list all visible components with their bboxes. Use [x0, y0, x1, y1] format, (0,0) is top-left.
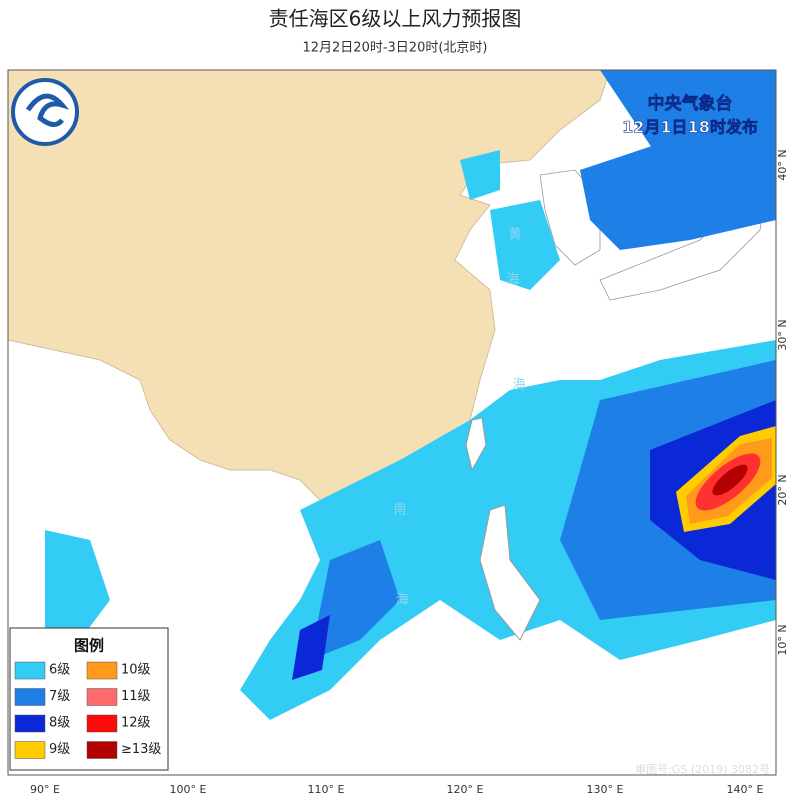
legend-swatch [86, 661, 118, 680]
sea-label: 海 [506, 273, 519, 288]
title: 责任海区6级以上风力预报图 [269, 7, 522, 31]
legend-label: 8级 [49, 716, 70, 731]
wind-7 [600, 70, 776, 180]
sea-label: 黄 [508, 228, 521, 243]
approval-number: 审图号:GS (2019) 3082号 [635, 762, 770, 776]
legend-label: 7级 [49, 689, 70, 704]
sea-label: 海 [512, 378, 525, 393]
longitude-label: 110° E [308, 783, 345, 796]
sea-label: 海 [395, 593, 408, 608]
land-taiwan [465, 417, 487, 472]
wind-6 [45, 530, 110, 640]
sea-label: 南 [393, 502, 406, 518]
wind-13 [712, 464, 748, 496]
legend-label: 6级 [49, 663, 70, 678]
legend-label: 9级 [49, 742, 70, 757]
latitude-label: 40° N [776, 149, 789, 180]
longitude-label: 140° E [727, 783, 764, 796]
issue-time: 12月1日18时发布 [622, 118, 758, 137]
latitude-label: 30° N [776, 319, 789, 350]
wind-6 [490, 200, 560, 290]
subtitle: 12月2日20时-3日20时(北京时) [302, 41, 487, 56]
longitude-label: 120° E [447, 783, 484, 796]
legend-swatch [86, 741, 118, 759]
wind-8 [292, 615, 330, 680]
legend-label: 11级 [121, 689, 151, 704]
longitude-label: 90° E [30, 783, 60, 796]
legend-swatch [14, 714, 46, 733]
legend-swatch [86, 714, 118, 733]
wind-7 [310, 540, 400, 660]
legend-label: 12级 [121, 716, 151, 731]
logo-mark [25, 93, 70, 127]
legend-swatch [14, 688, 46, 706]
latitude-label: 10° N [776, 624, 789, 655]
legend-swatch [14, 741, 46, 759]
legend-title: 图例 [74, 637, 104, 655]
wind-6 [460, 150, 500, 200]
agency-name: 中央气象台 [648, 93, 733, 114]
legend: 图例 6级 10级 7级 11级 8级 12级 9级 ≥13级 [9, 627, 169, 771]
legend-swatch [86, 688, 118, 706]
map [7, 69, 777, 776]
legend-swatch [14, 661, 46, 680]
legend-label: ≥13级 [121, 742, 161, 757]
longitude-label: 100° E [170, 783, 207, 796]
longitude-label: 130° E [587, 783, 624, 796]
map-frame [7, 69, 777, 776]
land-philippines [479, 504, 541, 641]
latitude-label: 20° N [776, 474, 789, 505]
legend-label: 10级 [121, 663, 151, 678]
